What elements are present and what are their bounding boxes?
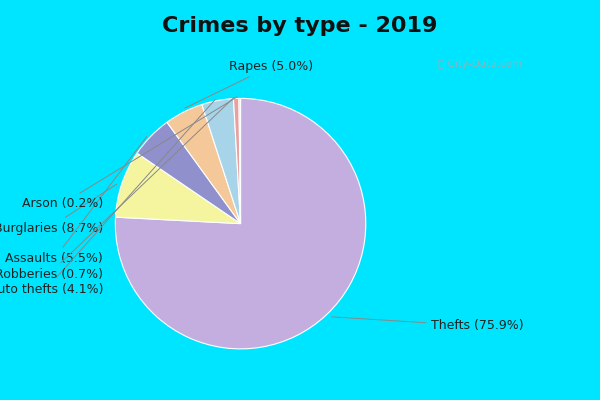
Text: ⓘ City-Data.com: ⓘ City-Data.com: [438, 59, 522, 69]
Wedge shape: [233, 98, 241, 224]
Text: Arson (0.2%): Arson (0.2%): [22, 97, 238, 210]
Text: Thefts (75.9%): Thefts (75.9%): [332, 317, 524, 332]
Wedge shape: [202, 98, 241, 224]
Wedge shape: [115, 98, 366, 349]
Text: Rapes (5.0%): Rapes (5.0%): [185, 60, 313, 108]
Wedge shape: [115, 153, 241, 224]
Text: Crimes by type - 2019: Crimes by type - 2019: [163, 16, 437, 36]
Wedge shape: [239, 98, 241, 224]
Text: Robberies (0.7%): Robberies (0.7%): [0, 97, 234, 280]
Wedge shape: [137, 122, 241, 224]
Text: Burglaries (8.7%): Burglaries (8.7%): [0, 184, 116, 235]
Text: Auto thefts (4.1%): Auto thefts (4.1%): [0, 100, 215, 296]
Text: Assaults (5.5%): Assaults (5.5%): [5, 136, 147, 265]
Wedge shape: [167, 104, 241, 224]
